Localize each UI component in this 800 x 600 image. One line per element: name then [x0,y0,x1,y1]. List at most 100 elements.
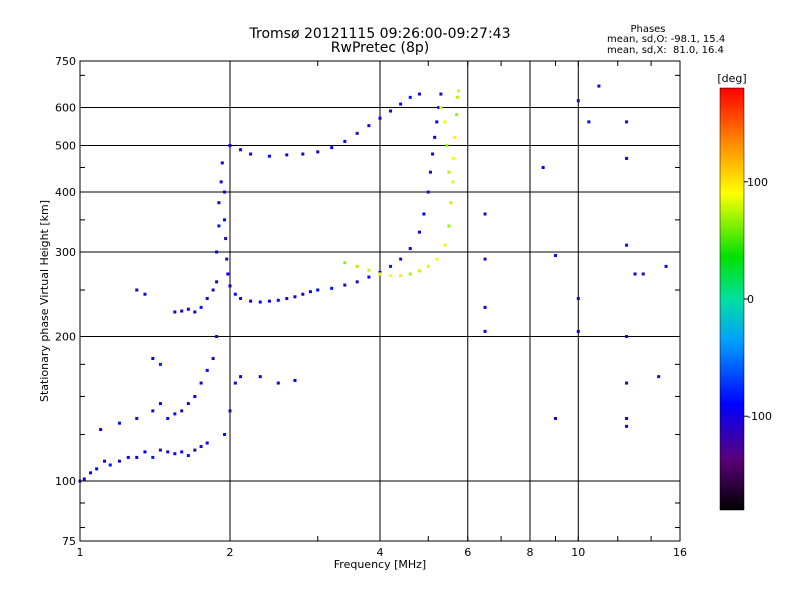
scatter-point [228,409,232,413]
scatter-point [447,224,451,228]
scatter-point [99,428,103,432]
scatter-point [215,280,219,284]
scatter-point [108,463,112,467]
scatter-point [173,310,177,314]
scatter-point [199,305,203,309]
scatter-point [258,375,262,379]
scatter-point [225,257,229,261]
scatter-point [143,450,147,454]
scatter-point [151,409,155,413]
scatter-point [205,368,209,372]
scatter-point [135,455,139,459]
scatter-point [117,459,121,463]
scatter-point [447,170,451,174]
scatter-point [82,477,86,481]
scatter-point [625,335,629,339]
scatter-point [239,148,243,152]
scatter-point [126,455,130,459]
scatter-point [276,381,280,385]
scatter-point [226,272,230,276]
scatter-point [233,292,237,296]
scatter-point [453,135,457,139]
scatter-point [426,264,430,268]
scatter-point [158,448,162,452]
scatter-point [576,297,580,301]
scatter-point [180,309,184,313]
scatter-point [355,280,359,284]
scatter-point [597,84,601,88]
scatter-point [166,450,170,454]
scatter-point [186,402,190,406]
scatter-point [205,297,209,301]
scatter-point [449,201,453,205]
grid-lines [80,61,680,541]
scatter-point [293,295,297,299]
scatter-point [433,135,437,139]
scatter-point [355,131,359,135]
scatter-point [211,288,215,292]
scatter-point [316,150,320,154]
scatter-point [267,299,271,303]
y-tick-label: 400 [55,186,76,199]
scatter-point [258,300,262,304]
scatter-point [193,310,197,314]
scatter-point [417,269,421,273]
scatter-point [625,424,629,428]
scatter-point [625,243,629,247]
scatter-point [223,190,227,194]
scatter-point [180,450,184,454]
scatter-point [483,257,487,261]
scatter-point [219,180,223,184]
scatter-point [431,152,435,156]
scatter-point [316,288,320,292]
scatter-point [186,454,190,458]
scatter-point [173,412,177,416]
scatter-point [455,113,459,117]
colorbar-tick-label: 0 [747,293,754,306]
scatter-point [417,230,421,234]
scatter-point [267,154,271,158]
scatter-point [135,416,139,420]
scatter-point [220,161,224,165]
colorbar-tick-label: -100 [747,410,772,423]
scatter-point [625,416,629,420]
scatter-point [308,290,312,294]
scatter-point [199,445,203,449]
scatter-point [239,375,243,379]
y-tick-label: 75 [62,535,76,548]
scatter-point [330,146,334,150]
y-tick-label: 600 [55,102,76,115]
scatter-point [193,395,197,399]
scatter-point [435,120,439,124]
scatter-point [228,144,232,148]
scatter-point [443,243,447,247]
x-tick-label: 6 [464,546,471,559]
scatter-point [625,381,629,385]
scatter-point [664,264,668,268]
scatter-point [135,288,139,292]
scatter-point [378,116,382,120]
x-tick-label: 1 [77,546,84,559]
scatter-point [249,299,253,303]
colorbar-label: [deg] [717,72,746,85]
scatter-point [378,270,382,274]
scatter-point [285,297,289,301]
scatter-point [223,433,227,437]
colorbar [719,87,745,511]
x-axis-label: Frequency [MHz] [334,558,426,571]
scatter-point [408,272,412,276]
scatter-point [437,106,441,110]
scatter-point [301,292,305,296]
phase-stats-x-mode: mean, sd,X: 81.0, 16.4 [607,45,724,56]
scatter-point [158,362,162,366]
scatter-point [483,305,487,309]
scatter-point [439,106,443,110]
scatter-point [553,254,557,258]
y-tick-label: 200 [55,331,76,344]
y-tick-label: 100 [55,475,76,488]
colorbar-tick-label: 100 [747,176,768,189]
scatter-point [186,307,190,311]
scatter-point [180,409,184,413]
scatter-point [541,165,545,169]
